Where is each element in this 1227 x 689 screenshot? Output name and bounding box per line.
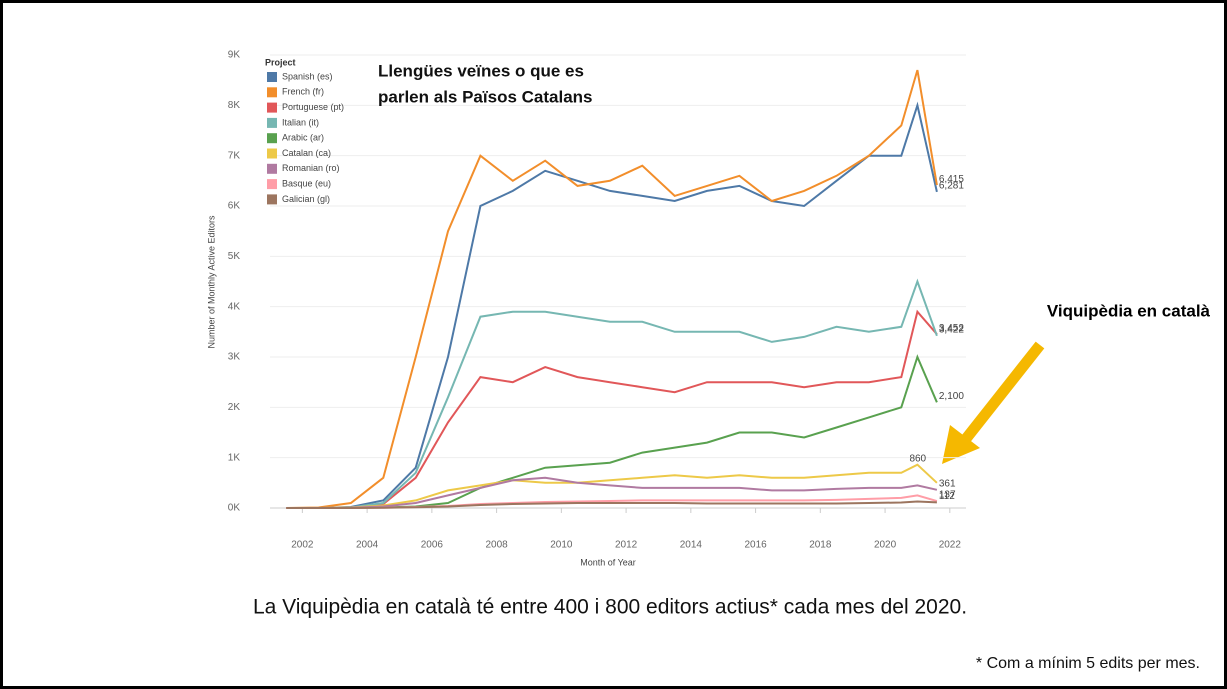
legend-label: Romanian (ro)	[282, 163, 340, 173]
chart-annotation: Llengües veïnes o que es	[378, 61, 584, 80]
legend-label: Catalan (ca)	[282, 148, 331, 158]
x-tick-label: 2018	[809, 540, 832, 551]
y-tick-label: 5K	[228, 251, 241, 262]
value-label: 6,415	[939, 174, 964, 185]
series-line	[286, 309, 938, 509]
value-label: 137	[939, 490, 956, 501]
series-line	[286, 476, 938, 509]
x-tick-label: 2020	[874, 540, 897, 551]
legend-label: Italian (it)	[282, 117, 319, 127]
series-line	[286, 463, 938, 509]
x-tick-label: 2006	[421, 540, 444, 551]
y-axis-label: Number of Monthly Active Editors	[206, 215, 216, 349]
x-tick-label: 2012	[615, 540, 638, 551]
arrow	[942, 341, 1045, 464]
x-tick-label: 2008	[485, 540, 508, 551]
legend-label: Spanish (es)	[282, 71, 333, 81]
series-line	[286, 278, 938, 509]
series-line	[286, 500, 937, 509]
y-tick-label: 4K	[228, 301, 241, 312]
value-label: 361	[939, 478, 956, 489]
y-tick-label: 3K	[228, 352, 241, 363]
series-line	[286, 69, 938, 509]
legend-swatch	[267, 117, 277, 128]
x-tick-label: 2016	[744, 540, 767, 551]
caption: La Viquipèdia en català té entre 400 i 8…	[253, 596, 967, 619]
chart-annotation: parlen als Països Catalans	[378, 87, 593, 106]
value-label: 3,422	[939, 324, 964, 335]
x-tick-label: 2014	[680, 540, 703, 551]
arrow-head	[942, 425, 980, 464]
value-label: 2,100	[939, 391, 964, 402]
legend-swatch	[267, 179, 277, 190]
value-label: 6,281	[939, 180, 964, 191]
legend-swatch	[267, 102, 277, 113]
x-tick-label: 2010	[550, 540, 573, 551]
y-tick-label: 2K	[228, 402, 241, 413]
value-label: 860	[909, 453, 926, 464]
legend-swatch	[267, 148, 277, 159]
legend-swatch	[267, 163, 277, 174]
legend-label: Galician (gl)	[282, 194, 330, 204]
legend-label: Arabic (ar)	[282, 133, 324, 143]
series-line	[286, 101, 938, 509]
legend-swatch	[267, 87, 277, 98]
x-tick-label: 2022	[939, 540, 962, 551]
legend-label: Portuguese (pt)	[282, 102, 344, 112]
callout: Viquipèdia en català	[1047, 301, 1211, 320]
value-label: 3,452	[939, 323, 964, 334]
y-tick-label: 0K	[228, 503, 241, 514]
x-axis-label: Month of Year	[580, 557, 636, 567]
y-tick-label: 1K	[228, 452, 241, 463]
y-tick-label: 7K	[228, 150, 241, 161]
y-tick-label: 6K	[228, 201, 241, 212]
legend-swatch	[267, 72, 277, 82]
footnote: * Com a mínim 5 edits per mes.	[976, 655, 1200, 672]
x-tick-label: 2002	[291, 540, 314, 551]
x-tick-label: 2004	[356, 540, 379, 551]
legend-swatch	[267, 133, 277, 144]
legend-label: French (fr)	[282, 87, 324, 97]
y-tick-label: 9K	[228, 50, 241, 61]
arrow-shaft	[960, 341, 1045, 444]
legend-swatch	[267, 194, 277, 205]
y-tick-label: 8K	[228, 100, 241, 111]
legend-title: Project	[265, 57, 296, 67]
value-label: 112	[939, 491, 955, 502]
legend-label: Basque (eu)	[282, 178, 331, 188]
